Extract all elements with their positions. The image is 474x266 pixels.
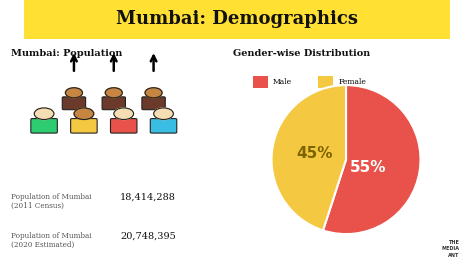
FancyBboxPatch shape <box>110 119 137 133</box>
Circle shape <box>145 88 162 98</box>
FancyBboxPatch shape <box>102 97 126 110</box>
Text: THE
MEDIA
ANT: THE MEDIA ANT <box>442 240 460 258</box>
Circle shape <box>154 108 173 119</box>
Text: Population of Mumbai
(2020 Estimated): Population of Mumbai (2020 Estimated) <box>11 232 91 249</box>
Bar <box>318 76 333 88</box>
Text: Gender-wise Distribution: Gender-wise Distribution <box>233 49 370 58</box>
Text: 45%: 45% <box>297 146 333 161</box>
FancyBboxPatch shape <box>31 119 57 133</box>
FancyBboxPatch shape <box>150 119 177 133</box>
Bar <box>253 76 268 88</box>
Circle shape <box>65 88 82 98</box>
Text: 18,414,288: 18,414,288 <box>120 193 176 202</box>
Circle shape <box>74 108 94 119</box>
Text: Population of Mumbai
(2011 Census): Population of Mumbai (2011 Census) <box>11 193 91 210</box>
Wedge shape <box>272 85 346 230</box>
Text: Male: Male <box>273 78 292 86</box>
Circle shape <box>105 88 122 98</box>
FancyBboxPatch shape <box>62 97 86 110</box>
Text: Mumbai: Population: Mumbai: Population <box>11 49 122 58</box>
Text: 20,748,395: 20,748,395 <box>120 232 176 241</box>
Wedge shape <box>323 85 420 234</box>
FancyBboxPatch shape <box>142 97 165 110</box>
Circle shape <box>34 108 54 119</box>
FancyBboxPatch shape <box>71 119 97 133</box>
Text: 55%: 55% <box>350 160 387 174</box>
Text: Female: Female <box>338 78 366 86</box>
Text: Mumbai: Demographics: Mumbai: Demographics <box>116 10 358 28</box>
Circle shape <box>114 108 134 119</box>
